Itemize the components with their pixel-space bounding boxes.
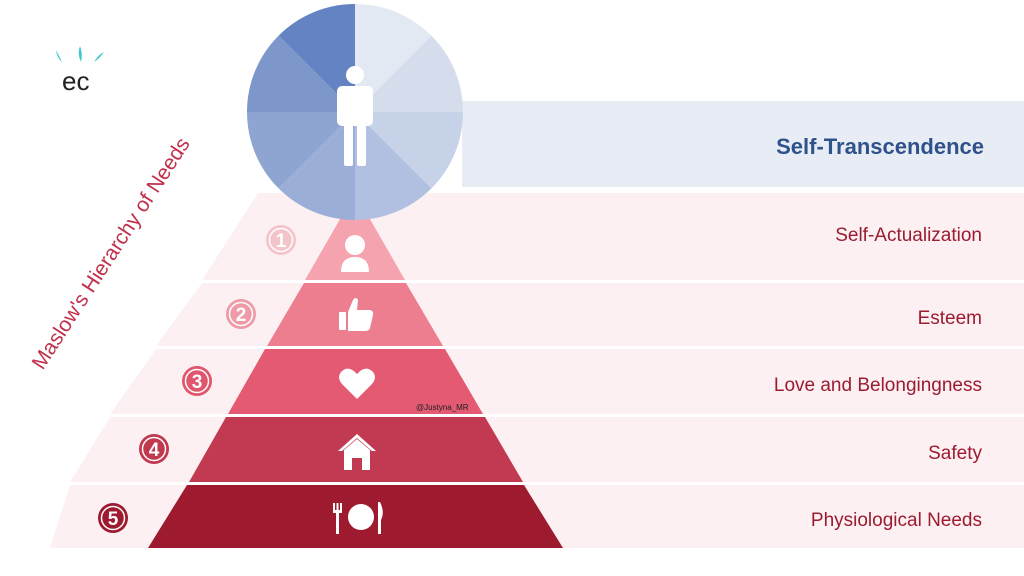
label-physiological-needs: Physiological Needs bbox=[810, 510, 982, 531]
thumbs-up-icon bbox=[339, 298, 374, 331]
badge-number-2: 2 bbox=[236, 305, 247, 326]
logo-text: ec bbox=[62, 66, 90, 96]
badge-1 bbox=[266, 225, 296, 255]
badge-5 bbox=[98, 503, 128, 533]
badge-number-1: 1 bbox=[276, 231, 287, 252]
label-esteem: Esteem bbox=[917, 308, 982, 329]
plate-cutlery-icon bbox=[333, 502, 383, 534]
label-love-belongingness: Love and Belongingness bbox=[773, 375, 982, 396]
number-badges: 1 2 3 4 5 bbox=[98, 225, 296, 533]
badge-3 bbox=[182, 366, 212, 396]
ec-logo-icon bbox=[56, 46, 104, 62]
self-transcendence-circle bbox=[246, 3, 464, 221]
badge-number-5: 5 bbox=[108, 509, 119, 530]
heart-icon bbox=[339, 368, 375, 399]
band-self-transcendence bbox=[462, 101, 1024, 187]
badge-4 bbox=[139, 434, 169, 464]
label-self-transcendence: Self-Transcendence bbox=[776, 134, 984, 159]
label-self-actualization: Self-Actualization bbox=[835, 225, 982, 246]
band-self-actualization bbox=[202, 193, 1024, 280]
badge-number-4: 4 bbox=[149, 440, 160, 461]
watermark-credit: @Justyna_MR bbox=[416, 403, 469, 412]
person-icon bbox=[337, 66, 373, 166]
house-icon bbox=[338, 434, 376, 470]
user-icon bbox=[341, 235, 369, 272]
label-safety: Safety bbox=[928, 443, 982, 464]
badge-2 bbox=[226, 299, 256, 329]
badge-number-3: 3 bbox=[192, 372, 203, 393]
